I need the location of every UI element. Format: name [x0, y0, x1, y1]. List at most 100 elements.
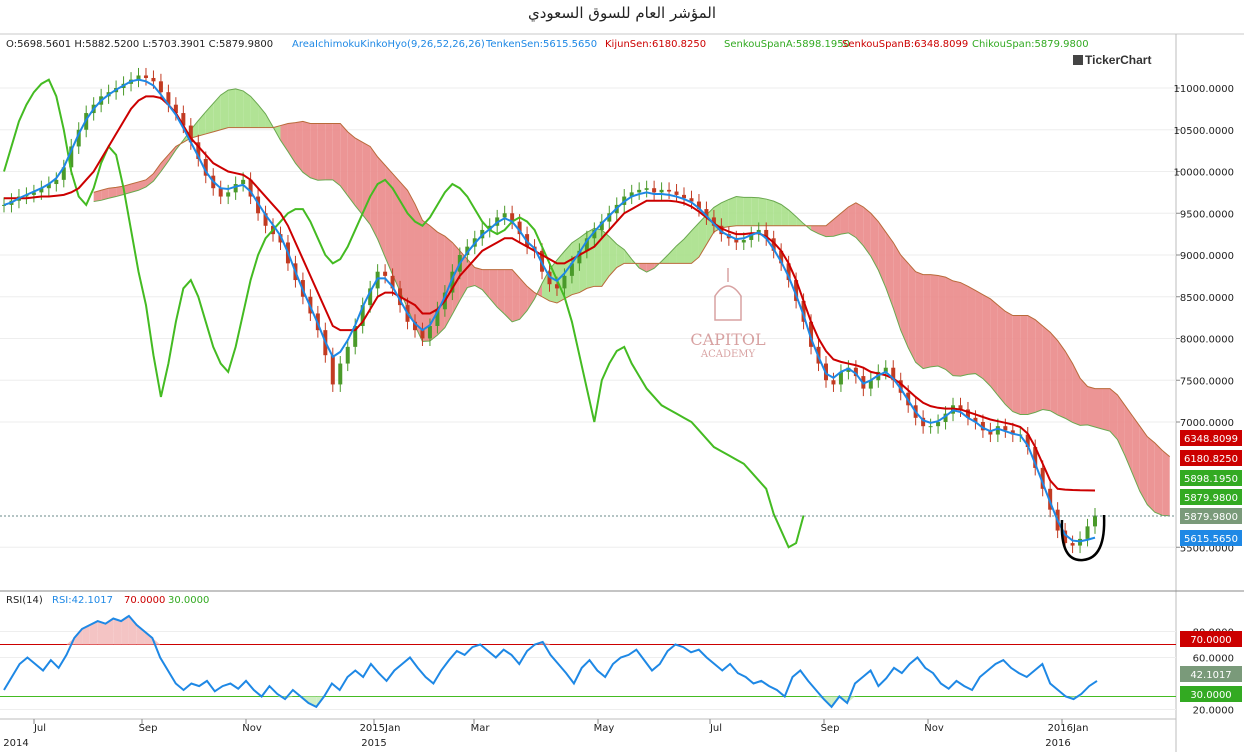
candle-up — [637, 189, 642, 193]
candle-up — [868, 380, 873, 389]
year-tick-label: 2015 — [361, 738, 386, 749]
candle-down — [801, 300, 806, 322]
kumo-bear-segment — [923, 274, 931, 369]
legend-ichimoku: AreaIchimokuKinkoHyo(9,26,52,26,26) — [292, 39, 485, 50]
kumo-bear-segment — [1102, 388, 1110, 432]
candle-up — [1085, 526, 1090, 539]
capitol-academy-watermark: CAPITOL ACADEMY — [690, 268, 766, 360]
price-tag-box — [1180, 430, 1242, 446]
tenkan-sen-line — [3, 78, 1096, 543]
kumo-bear-segment — [340, 123, 348, 196]
candle-down — [809, 321, 814, 347]
legend-kijun: KijunSen:6180.8250 — [605, 39, 706, 50]
candle-down — [973, 417, 978, 422]
candle-down — [689, 198, 694, 202]
candle-up — [629, 192, 634, 197]
time-tick-label: Nov — [924, 723, 944, 734]
candle-down — [554, 284, 559, 289]
candle-down — [151, 77, 156, 82]
kumo-bear-segment — [885, 232, 894, 309]
kumo-bear-segment — [489, 269, 498, 308]
rsi-tag-label: 30.0000 — [1190, 690, 1231, 701]
kumo-bear-segment — [116, 186, 124, 197]
bottom-annotation-arc — [1060, 514, 1106, 562]
candle-down — [1070, 543, 1075, 546]
candle-up — [838, 371, 843, 385]
candle-up — [943, 413, 948, 422]
kumo-bear-segment — [930, 274, 939, 367]
kumo-bear-segment — [1162, 450, 1170, 516]
kumo-bull-segment — [788, 209, 797, 226]
candle-down — [143, 75, 148, 78]
price-tick-label: 9500.0000 — [1180, 209, 1234, 220]
time-tick-label: Sep — [139, 723, 158, 734]
kumo-bear-segment — [1124, 405, 1133, 474]
price-tick-label: 7500.0000 — [1180, 376, 1234, 387]
price-tag-box — [1180, 470, 1242, 486]
rsi-overbought-fill — [89, 621, 98, 645]
kumo-bull-segment — [676, 239, 685, 264]
price-tag-box — [1180, 530, 1242, 546]
kumo-bull-segment — [781, 204, 789, 226]
candle-up — [31, 192, 36, 195]
candle-down — [1010, 430, 1015, 435]
candle-up — [368, 288, 373, 306]
legend-tenkan: TenkenSen:5615.5650 — [485, 39, 597, 50]
kumo-bear-segment — [855, 202, 864, 246]
candle-down — [711, 217, 716, 226]
candle-down — [667, 189, 672, 192]
kumo-bear-segment — [915, 271, 924, 369]
time-tick-label: 2016Jan — [1048, 723, 1089, 734]
price-tick-label: 7000.0000 — [1180, 418, 1234, 429]
candle-down — [330, 355, 335, 385]
time-axis: Jul Sep Nov 2015Jan Mar May Jul Sep Nov 2016Jan 20… — [3, 719, 1088, 749]
kumo-bear-segment — [325, 123, 333, 180]
price-tick-label: 10000.0000 — [1174, 168, 1234, 179]
legend-span-b: SenkouSpanB:6348.8099 — [842, 39, 968, 50]
candle-up — [749, 234, 754, 240]
legend-chikou: ChikouSpan:5879.9800 — [972, 39, 1089, 50]
kumo-bear-segment — [1147, 436, 1155, 513]
kumo-bear-segment — [1042, 325, 1051, 411]
candle-up — [577, 250, 582, 264]
kumo-bull-segment — [684, 230, 692, 264]
kumo-bear-segment — [1087, 386, 1095, 428]
kumo-bear-segment — [332, 123, 341, 186]
kumo-bear-segment — [1080, 378, 1088, 426]
time-tick-label: Jul — [33, 723, 46, 734]
candle-down — [696, 201, 701, 210]
candle-down — [412, 321, 417, 331]
candle-up — [928, 426, 933, 428]
tickerchart-logo-icon — [1073, 55, 1083, 65]
candle-up — [1093, 515, 1097, 527]
candle-down — [786, 263, 791, 281]
kumo-bull-segment — [594, 228, 602, 287]
candle-up — [61, 167, 66, 180]
kumo-bear-segment — [153, 163, 161, 182]
time-tick-label: Nov — [242, 723, 262, 734]
kumo-bear-segment — [1154, 442, 1163, 516]
price-tag-label: 6348.8099 — [1184, 434, 1238, 445]
kumo-bear-segment — [1057, 340, 1066, 419]
kumo-bear-segment — [1050, 332, 1058, 415]
kumo-bear-segment — [863, 206, 871, 257]
kumo-bull-segment — [549, 260, 557, 304]
candle-up — [226, 192, 231, 197]
candle-up — [69, 146, 74, 168]
kumo-bear-segment — [504, 269, 513, 322]
candle-up — [741, 239, 746, 243]
candle-down — [547, 271, 552, 285]
kumo-bear-segment — [900, 255, 909, 348]
candle-down — [831, 380, 836, 385]
kumo-bull-segment — [721, 199, 729, 228]
candle-down — [674, 191, 679, 195]
kumo-bear-segment — [280, 123, 288, 152]
kumo-bear-segment — [1109, 388, 1118, 440]
time-tick-label: Mar — [471, 723, 491, 734]
kumo-bear-segment — [101, 188, 109, 201]
candle-up — [607, 213, 612, 222]
time-tick-label: Sep — [821, 723, 840, 734]
rsi-overbought-fill — [113, 618, 122, 645]
rsi-tick-label: 20.0000 — [1193, 706, 1234, 717]
